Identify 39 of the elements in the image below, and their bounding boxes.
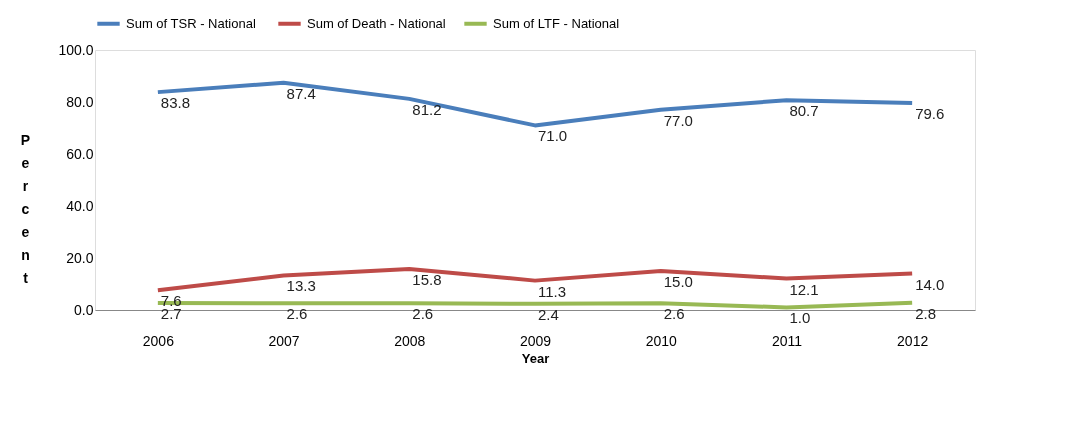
legend-label: Sum of Death - National [307, 15, 446, 31]
data-label: 2.8 [915, 304, 936, 322]
y-tick-label: 20.0 [66, 249, 94, 266]
y-tick-label: 40.0 [66, 197, 94, 214]
x-tick-label: 2011 [771, 332, 803, 349]
x-tick-label: 2007 [268, 332, 300, 349]
legend-label: Sum of LTF - National [493, 15, 620, 31]
y-tick-label: 60.0 [66, 145, 94, 162]
x-axis-title: Year [521, 350, 550, 366]
data-label: 13.3 [286, 277, 316, 295]
data-label: 71.0 [538, 127, 568, 145]
data-label: 11.3 [538, 282, 567, 300]
x-tick-label: 2012 [897, 332, 929, 349]
data-label: 83.8 [160, 94, 191, 112]
data-label: 12.1 [789, 280, 819, 298]
data-label: 7.6 [160, 292, 182, 310]
data-label: 87.4 [286, 84, 316, 102]
data-label: 2.4 [538, 305, 559, 323]
y-tick-label: 0.0 [74, 301, 94, 318]
data-label: 81.2 [412, 100, 442, 118]
data-label: 79.6 [915, 105, 945, 123]
x-tick-label: 2010 [645, 332, 677, 349]
data-label: 15.0 [663, 273, 693, 290]
line-series [155, 80, 915, 128]
y-tick-label: 80.0 [66, 93, 94, 110]
y-axis-title: Percent [20, 131, 31, 286]
data-label: 2.6 [412, 305, 434, 323]
data-label: 80.7 [789, 102, 819, 120]
y-tick-label: 100.0 [58, 41, 94, 58]
legend-label: Sum of TSR - National [126, 15, 256, 31]
data-label: 2.6 [286, 305, 308, 323]
x-tick-label: 2009 [519, 332, 552, 349]
data-label: 77.0 [663, 111, 693, 129]
data-label: 14.0 [915, 275, 945, 293]
data-label: 15.8 [412, 270, 442, 288]
data-label: 1.0 [789, 309, 811, 327]
x-tick-label: 2006 [142, 332, 175, 349]
x-tick-label: 2008 [394, 332, 426, 349]
data-label: 2.6 [663, 305, 685, 323]
